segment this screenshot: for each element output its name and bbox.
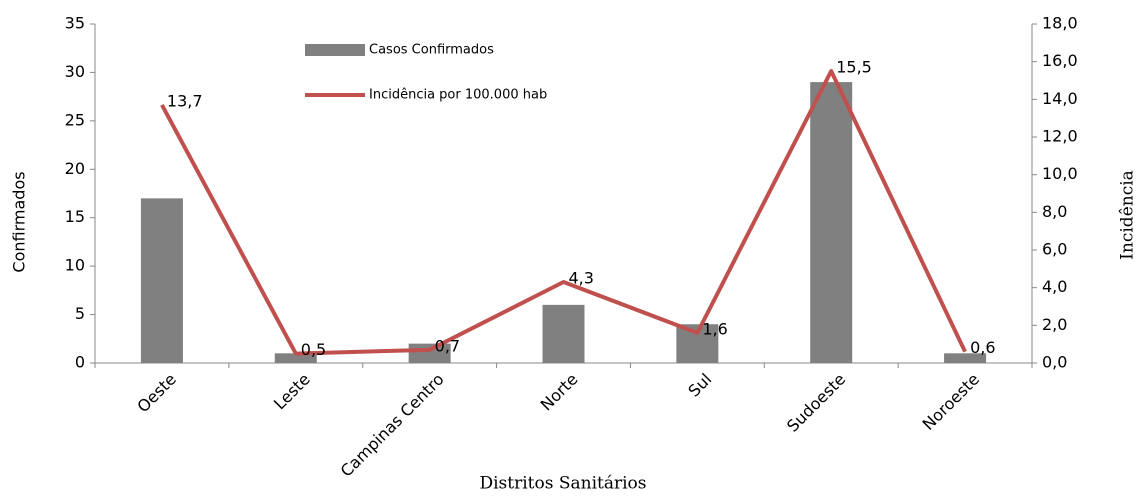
legend-label: Casos Confirmados xyxy=(369,43,494,58)
y-axis-title: Confirmados xyxy=(10,171,29,272)
y2-tick-label: 0,0 xyxy=(1042,353,1067,372)
data-label: 13,7 xyxy=(167,91,203,110)
bar xyxy=(542,304,585,363)
y2-tick-label: 2,0 xyxy=(1042,315,1067,334)
y2-tick-label: 14,0 xyxy=(1042,89,1078,108)
bar xyxy=(140,198,183,363)
legend-label: Incidência por 100.000 hab xyxy=(369,88,547,103)
x-tick-label: Campinas Centro xyxy=(337,370,448,481)
y2-axis-title: Incidência xyxy=(1118,170,1138,260)
y2-tick-label: 4,0 xyxy=(1042,277,1067,296)
y-tick-label: 35 xyxy=(65,14,85,33)
x-tick-label: Oeste xyxy=(133,370,180,417)
x-tick-label: Leste xyxy=(270,370,314,414)
bar xyxy=(944,353,987,363)
x-tick-label: Norte xyxy=(537,370,582,415)
y-tick-label: 5 xyxy=(75,304,85,323)
data-label: 1,6 xyxy=(702,319,727,338)
legend-swatch xyxy=(305,44,365,56)
x-tick-label: Noroeste xyxy=(919,370,983,434)
data-label: 0,6 xyxy=(970,338,995,357)
data-label: 0,7 xyxy=(435,336,460,355)
bar xyxy=(274,353,317,363)
y-tick-label: 25 xyxy=(65,110,85,129)
bar xyxy=(810,82,853,363)
x-axis-title: Distritos Sanitários xyxy=(479,474,646,494)
y-tick-label: 30 xyxy=(65,62,85,81)
y2-tick-label: 10,0 xyxy=(1042,164,1078,183)
y2-tick-label: 6,0 xyxy=(1042,240,1067,259)
y2-tick-label: 12,0 xyxy=(1042,127,1078,146)
y-tick-label: 15 xyxy=(65,207,85,226)
y-tick-label: 10 xyxy=(65,256,85,275)
data-label: 4,3 xyxy=(569,269,594,288)
y-tick-label: 20 xyxy=(65,159,85,178)
data-label: 15,5 xyxy=(836,58,872,77)
y2-tick-label: 18,0 xyxy=(1042,14,1078,33)
y2-tick-label: 16,0 xyxy=(1042,51,1078,70)
y-tick-label: 0 xyxy=(75,353,85,372)
y2-tick-label: 8,0 xyxy=(1042,202,1067,221)
line xyxy=(160,69,967,356)
data-label: 0,5 xyxy=(301,340,326,359)
x-tick-label: Sudoeste xyxy=(783,370,849,436)
x-tick-label: Sul xyxy=(684,370,715,401)
